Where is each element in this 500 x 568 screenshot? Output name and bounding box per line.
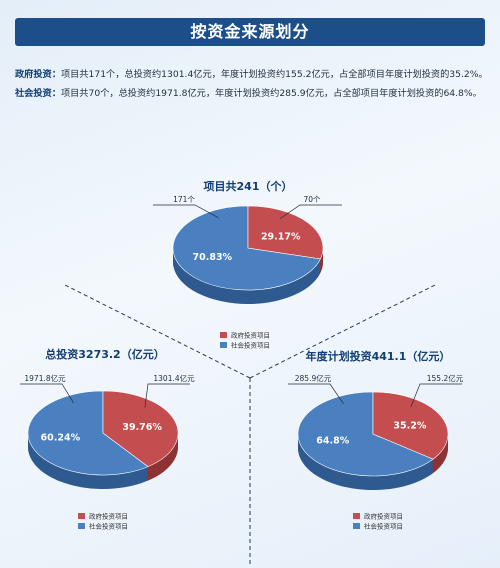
callout-line-gov bbox=[410, 383, 462, 407]
separator-lines bbox=[64, 284, 436, 565]
legend-label: 社会投资项目 bbox=[364, 522, 403, 531]
legend-swatch bbox=[353, 513, 360, 519]
callout-gov: 1301.4亿元 bbox=[153, 373, 195, 383]
callout-gov: 155.2亿元 bbox=[427, 373, 464, 383]
pie-chart-2: 39.76% 60.24% 总投资3273.2（亿元） 1301.4亿元 1971.8亿… bbox=[20, 347, 195, 531]
callout-line-soc bbox=[20, 383, 74, 403]
summary-gov-label: 政府投资： bbox=[15, 69, 61, 80]
legend-swatch bbox=[78, 523, 85, 529]
summary-gov: 政府投资：项目共171个，总投资约1301.4亿元，年度计划投资约155.2亿元… bbox=[15, 66, 495, 80]
pie-title: 总投资3273.2（亿元） bbox=[45, 347, 164, 361]
page-title: 按资金来源划分 bbox=[15, 18, 485, 46]
pie-charts: 29.17%70.83%项目共241（个）70个171个政府投资项目社会投资项目… bbox=[20, 179, 464, 531]
pie-top bbox=[172, 205, 324, 291]
callout-line-gov bbox=[144, 383, 190, 408]
summary-soc-text: 项目共70个，总投资约1971.8亿元，年度计划投资约285.9亿元，占全部项目… bbox=[60, 88, 482, 99]
pie-label-gov: 35.2% bbox=[393, 421, 426, 432]
pie-chart-3: 35.2% 64.8% 年度计划投资441.1（亿元） 155.2亿元 285.9亿元政… bbox=[288, 349, 464, 531]
pie-title: 年度计划投资441.1（亿元） bbox=[306, 349, 451, 363]
pie-label-soc: 64.8% bbox=[316, 436, 349, 447]
callout-soc: 1971.8亿元 bbox=[24, 373, 66, 383]
pie-slice-gov bbox=[102, 390, 179, 467]
legend-swatch bbox=[78, 513, 85, 519]
summary-gov-text: 项目共171个，总投资约1301.4亿元，年度计划投资约155.2亿元，占全部项… bbox=[60, 69, 488, 80]
summary-soc-label: 社会投资： bbox=[15, 88, 61, 99]
pie-slice-soc bbox=[172, 205, 321, 291]
pie-slice-soc bbox=[297, 391, 434, 477]
legend-label: 政府投资项目 bbox=[364, 512, 403, 521]
legend-swatch bbox=[353, 523, 360, 529]
legend-label: 社会投资项目 bbox=[89, 522, 128, 531]
pie-slice-soc bbox=[27, 390, 149, 476]
pie-top bbox=[297, 391, 449, 477]
legend-swatch bbox=[220, 332, 227, 338]
pie-label-soc: 60.24% bbox=[41, 433, 81, 444]
pie-label-soc: 70.83% bbox=[193, 252, 233, 263]
callout-line-soc bbox=[288, 383, 344, 404]
legend-swatch bbox=[220, 342, 227, 348]
callout-soc: 285.9亿元 bbox=[295, 373, 332, 383]
pie-label-gov: 29.17% bbox=[261, 231, 301, 242]
pie-title: 项目共241（个） bbox=[204, 179, 293, 193]
summary-soc: 社会投资：项目共70个，总投资约1971.8亿元，年度计划投资约285.9亿元，… bbox=[15, 85, 495, 99]
callout-gov: 70个 bbox=[303, 195, 321, 204]
pie-slice-gov bbox=[372, 391, 449, 460]
legend-label: 政府投资项目 bbox=[231, 331, 270, 340]
pie-label-gov: 39.76% bbox=[122, 422, 162, 433]
pie-top bbox=[27, 390, 179, 476]
callout-line-soc bbox=[153, 204, 219, 219]
legend-label: 政府投资项目 bbox=[89, 512, 128, 521]
legend-label: 社会投资项目 bbox=[231, 341, 270, 350]
callout-line-gov bbox=[279, 204, 342, 219]
callout-soc: 171个 bbox=[173, 195, 195, 204]
pie-slice-gov bbox=[247, 205, 324, 260]
